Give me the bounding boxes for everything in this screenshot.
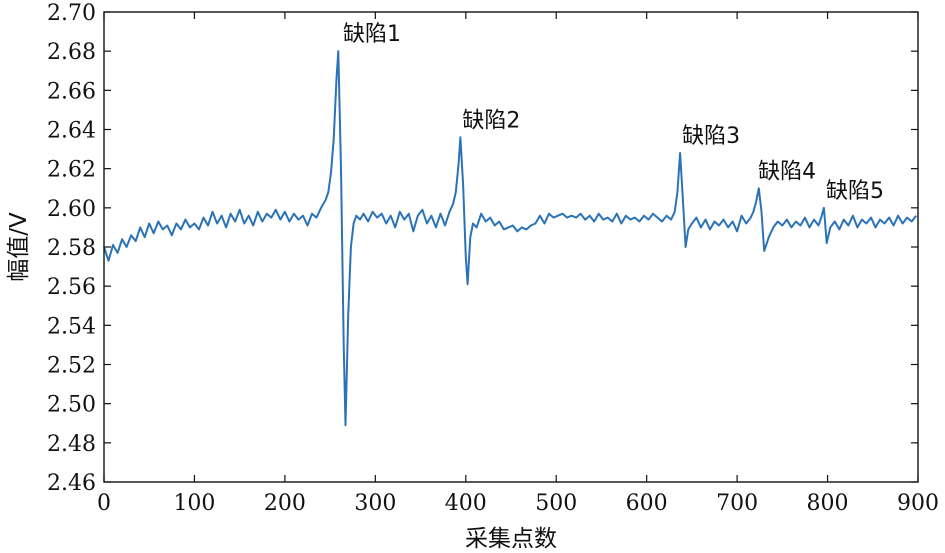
defect-label: 缺陷2 <box>462 108 520 133</box>
y-tick-label: 2.60 <box>47 197 96 222</box>
y-tick-label: 2.62 <box>47 158 96 183</box>
x-tick-label: 700 <box>716 491 758 516</box>
x-tick-label: 300 <box>354 491 396 516</box>
plot-frame <box>103 11 919 483</box>
defect-label: 缺陷5 <box>826 179 884 204</box>
y-tick-label: 2.56 <box>47 275 96 300</box>
y-tick-label: 2.58 <box>47 236 96 261</box>
y-tick-label: 2.50 <box>47 393 96 418</box>
y-tick-label: 2.64 <box>47 119 96 144</box>
y-axis-ticks: 2.46 2.48 2.50 2.52 2.54 2.56 2.58 2.60 2.62 2.64… <box>47 1 918 496</box>
x-tick-label: 0 <box>97 491 111 516</box>
x-tick-label: 100 <box>173 491 215 516</box>
defect-label: 缺陷4 <box>758 159 816 184</box>
x-tick-label: 400 <box>445 491 487 516</box>
y-tick-label: 2.68 <box>47 40 96 65</box>
x-tick-label: 200 <box>264 491 306 516</box>
defect-annotations: 缺陷1 缺陷2 缺陷3 缺陷4 缺陷5 <box>343 22 884 204</box>
y-tick-label: 2.66 <box>47 79 96 104</box>
x-tick-label: 600 <box>626 491 668 516</box>
y-axis-title: 幅值/V <box>6 212 32 282</box>
y-tick-label: 2.70 <box>47 1 96 26</box>
x-tick-label: 800 <box>807 491 849 516</box>
y-tick-label: 2.46 <box>47 471 96 496</box>
defect-label: 缺陷1 <box>343 22 401 47</box>
y-tick-label: 2.54 <box>47 314 96 339</box>
x-tick-label: 900 <box>897 491 939 516</box>
x-axis-ticks: 0 100 200 300 400 500 600 700 800 900 <box>97 12 939 516</box>
defect-label: 缺陷3 <box>682 124 740 149</box>
x-axis-title: 采集点数 <box>465 526 557 552</box>
y-tick-label: 2.48 <box>47 432 96 457</box>
y-tick-label: 2.52 <box>47 354 96 379</box>
series-line <box>103 50 917 427</box>
x-tick-label: 500 <box>535 491 577 516</box>
